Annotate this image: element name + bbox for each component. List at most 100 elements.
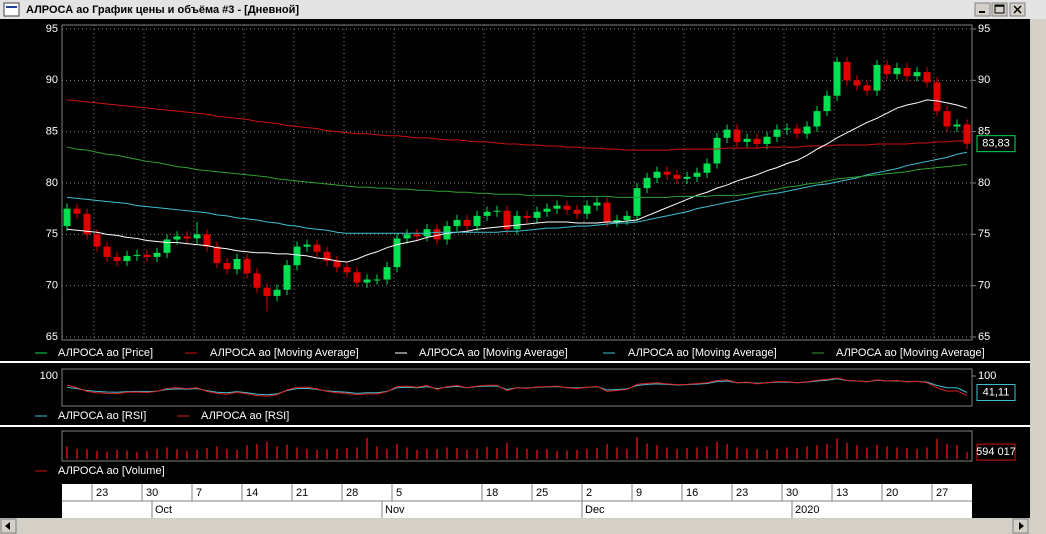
candle-body — [623, 215, 631, 220]
volume-bar — [236, 449, 238, 459]
candle-body — [523, 215, 531, 218]
candle-body — [533, 211, 541, 218]
volume-bar — [896, 447, 898, 459]
x-tick-label: 14 — [246, 487, 258, 499]
volume-bar — [306, 448, 308, 459]
y-tick-label-right: 70 — [978, 280, 990, 292]
candle-body — [343, 267, 351, 273]
candle-body — [433, 229, 441, 240]
volume-bar — [906, 448, 908, 459]
candle-body — [483, 211, 491, 216]
volume-bar — [766, 449, 768, 459]
volume-bar — [946, 444, 948, 459]
candle-body — [703, 163, 711, 173]
candle-body — [573, 209, 581, 214]
window-icon-bar — [6, 6, 17, 8]
volume-bar — [846, 442, 848, 459]
volume-bar — [486, 446, 488, 459]
line-series — [66, 146, 968, 198]
volume-bar — [156, 448, 158, 459]
month-label: Oct — [155, 504, 172, 516]
volume-bar — [376, 446, 378, 459]
volume-bar — [186, 450, 188, 459]
volume-bar — [606, 444, 608, 459]
candle-body — [333, 261, 341, 268]
volume-bar — [716, 441, 718, 459]
month-label: Dec — [585, 504, 605, 516]
line-series — [66, 99, 967, 151]
y-tick-label-left: 80 — [46, 177, 58, 189]
volume-bar — [316, 449, 318, 459]
volume-bar — [956, 445, 958, 459]
volume-bar — [926, 447, 928, 459]
volume-bar — [786, 447, 788, 459]
volume-bar — [456, 448, 458, 459]
x-tick-label: 23 — [736, 487, 748, 499]
candle-body — [923, 72, 931, 83]
y-tick-label-left: 100 — [40, 370, 58, 382]
close-button[interactable] — [1009, 2, 1026, 17]
candle-body — [253, 273, 261, 288]
volume-bar — [246, 445, 248, 459]
volume-bar — [726, 444, 728, 459]
volume-bar — [556, 450, 558, 459]
candle-body — [163, 239, 171, 253]
volume-bar — [656, 445, 658, 459]
candle-body — [843, 61, 851, 81]
volume-bar — [826, 444, 828, 459]
candle-body — [723, 129, 731, 138]
candle-body — [513, 215, 521, 230]
last-value-label: 83,83 — [982, 138, 1010, 150]
x-tick-label: 25 — [536, 487, 548, 499]
last-value-box — [976, 135, 1016, 153]
volume-bar — [76, 448, 78, 459]
window-title: АЛРОСА ао График цены и объёма #3 - [Дне… — [26, 4, 299, 16]
candle-body — [193, 234, 201, 239]
candle-body — [613, 219, 621, 223]
candle-body — [363, 279, 371, 283]
candle-body — [103, 246, 111, 257]
volume-bar — [566, 450, 568, 459]
volume-bar — [126, 450, 128, 459]
candle-body — [683, 176, 691, 179]
volume-bar — [256, 444, 258, 459]
volume-bar — [106, 451, 108, 459]
candle-body — [853, 80, 861, 86]
y-tick-label-right: 65 — [978, 331, 990, 343]
last-value-label: 594 017 — [976, 446, 1016, 458]
candle-body — [213, 246, 221, 264]
minimize-button[interactable] — [974, 2, 991, 17]
volume-bar — [646, 443, 648, 459]
legend-label: АЛРОСА ао [Moving Average] — [419, 347, 568, 359]
candle-body — [403, 234, 411, 239]
volume-bar — [696, 447, 698, 459]
candle-body — [453, 219, 461, 227]
candle-body — [783, 128, 791, 130]
legend-label: АЛРОСА ао [Moving Average] — [628, 347, 777, 359]
candle-body — [833, 61, 841, 96]
y-tick-label-right: 90 — [978, 74, 990, 86]
x-tick-label: 16 — [686, 487, 698, 499]
x-tick-label: 5 — [396, 487, 402, 499]
volume-bar — [526, 448, 528, 459]
volume-bar — [66, 446, 68, 459]
candle-body — [323, 251, 331, 262]
candle-body — [963, 124, 971, 144]
window-border — [1030, 19, 1046, 534]
x-tick-label: 9 — [636, 487, 642, 499]
volume-bar — [276, 446, 278, 459]
volume-bar — [746, 448, 748, 459]
horizontal-scrollbar[interactable] — [0, 518, 1030, 534]
x-tick-label: 7 — [196, 487, 202, 499]
candle-body — [563, 205, 571, 210]
volume-bar — [586, 448, 588, 459]
candle-body — [133, 254, 141, 256]
y-tick-label-left: 75 — [46, 228, 58, 240]
maximize-button[interactable] — [991, 2, 1008, 17]
volume-bar — [226, 448, 228, 459]
candle-body — [673, 174, 681, 179]
volume-bar — [836, 438, 838, 459]
candle-body — [823, 95, 831, 112]
candle-body — [463, 219, 471, 227]
legend-label: АЛРОСА ао [Volume] — [58, 465, 165, 477]
